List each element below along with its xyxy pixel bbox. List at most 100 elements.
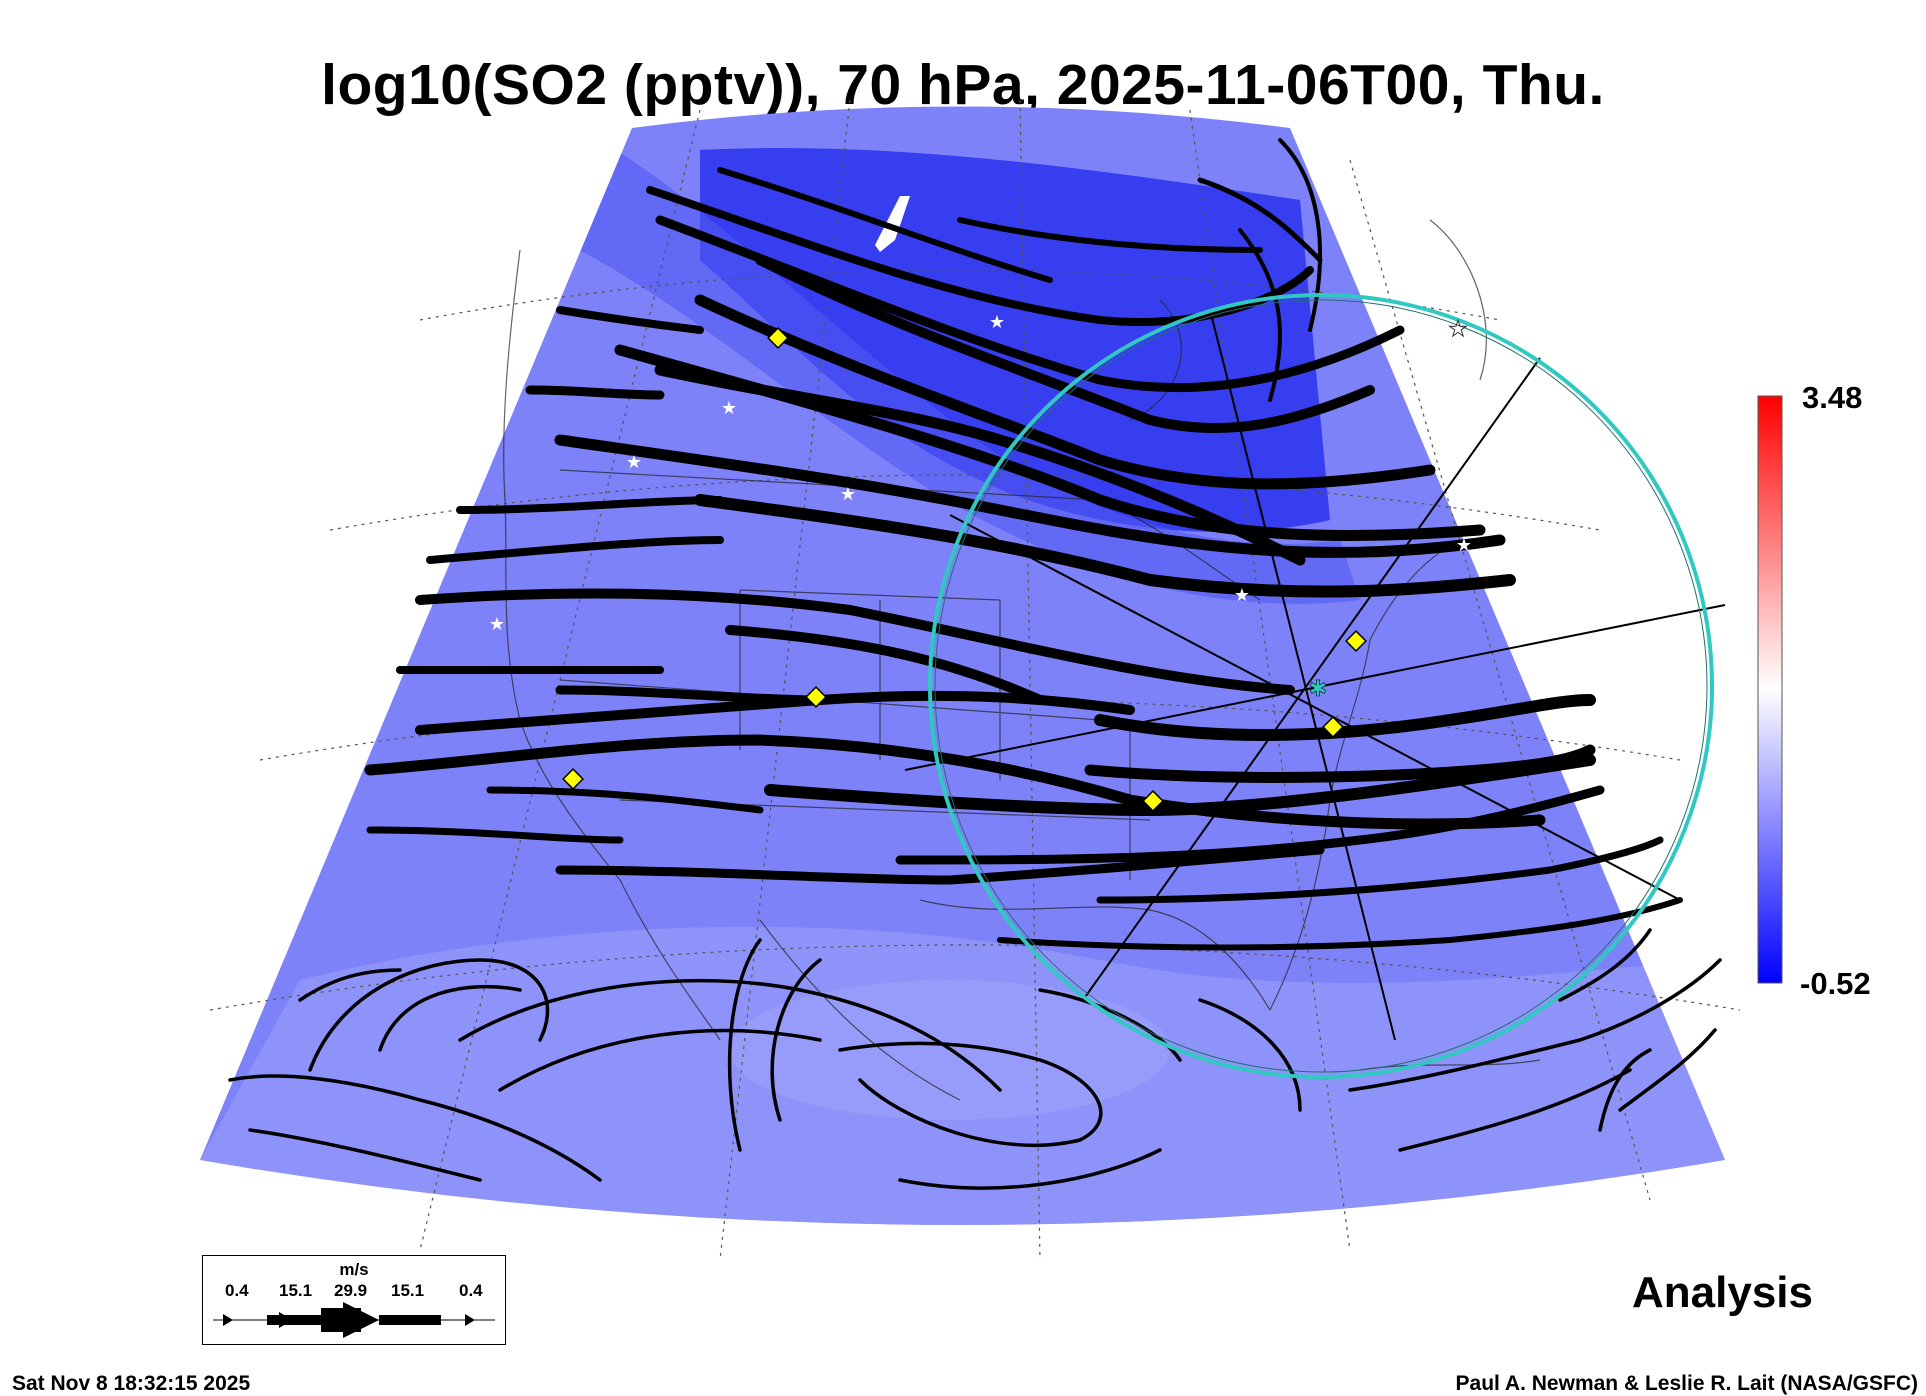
streamlines-northern bbox=[614, 138, 1486, 542]
streamline bbox=[997, 897, 1683, 951]
streamline bbox=[486, 786, 764, 814]
streamline bbox=[555, 845, 1325, 885]
diamond-marker bbox=[805, 686, 827, 708]
star-marker: ★ bbox=[626, 452, 642, 472]
greenland-coast bbox=[1429, 219, 1487, 381]
wind-legend-arrow bbox=[223, 1314, 233, 1326]
mexico-coast bbox=[759, 919, 961, 1101]
streamline bbox=[456, 496, 724, 514]
star-marker: ★ bbox=[840, 484, 856, 504]
streamline bbox=[1197, 177, 1323, 263]
hollow-star-marker: ★ bbox=[1448, 316, 1468, 341]
wind-legend-unit: m/s bbox=[339, 1260, 369, 1279]
star-markers: ★ ★ ★ ★ ★ ★ ★ bbox=[489, 312, 1472, 634]
streamline bbox=[694, 494, 1516, 598]
streamline bbox=[694, 294, 1436, 490]
streamline bbox=[426, 536, 724, 564]
streamline bbox=[1618, 1028, 1717, 1112]
colorbar-min-label: -0.52 bbox=[1800, 966, 1871, 1001]
flight-track-line bbox=[1082, 357, 1541, 1001]
streamline bbox=[727, 938, 762, 1152]
wind-legend-bar bbox=[379, 1315, 441, 1325]
map-title: log10(SO2 (pptv)), 70 hPa, 2025-11-06T00… bbox=[321, 53, 1605, 117]
flight-track-line bbox=[904, 604, 1726, 771]
diamond-marker bbox=[1322, 716, 1344, 738]
high-latitude-dark-band bbox=[700, 148, 1330, 532]
streamline bbox=[1598, 1048, 1652, 1132]
streamline bbox=[1238, 228, 1282, 402]
gulf-coast bbox=[919, 899, 1271, 1011]
streamline bbox=[654, 364, 1306, 566]
streamline bbox=[298, 968, 402, 1002]
streamline bbox=[1558, 928, 1652, 1002]
streamline bbox=[755, 255, 1375, 433]
flight-range-circle-inner bbox=[934, 299, 1708, 1073]
colorbar bbox=[1757, 395, 1783, 984]
streamline bbox=[717, 167, 1053, 283]
diamond-marker bbox=[1142, 790, 1164, 812]
latitude-line bbox=[209, 944, 1741, 1011]
wind-legend-arrow bbox=[343, 1302, 379, 1338]
wind-legend-arrows bbox=[213, 1302, 495, 1338]
longitude-line bbox=[1019, 99, 1041, 1261]
streamline bbox=[764, 754, 1596, 817]
wind-legend-arrow bbox=[465, 1314, 475, 1326]
streamline bbox=[525, 385, 665, 400]
streamline bbox=[770, 958, 822, 1122]
mexico-baja bbox=[619, 879, 721, 1041]
streamline bbox=[554, 434, 1506, 558]
star-marker: ★ bbox=[489, 614, 505, 634]
diamond-marker bbox=[1345, 630, 1367, 652]
state-line bbox=[739, 589, 1001, 601]
wind-legend-value: 0.4 bbox=[459, 1281, 483, 1300]
streamline bbox=[1096, 836, 1664, 904]
west-coast bbox=[503, 249, 621, 881]
hudson-bay bbox=[1129, 299, 1182, 421]
latitude-line bbox=[419, 269, 1501, 321]
analysis-label: Analysis bbox=[1632, 1268, 1813, 1317]
streamline bbox=[725, 625, 1045, 705]
streamline bbox=[1348, 958, 1722, 1092]
streamline bbox=[458, 978, 1002, 1092]
streamline bbox=[1038, 988, 1182, 1062]
latitude-line bbox=[259, 699, 1681, 761]
star-marker: ★ bbox=[989, 312, 1005, 332]
missing-data-patch bbox=[875, 196, 910, 252]
streamline bbox=[1198, 998, 1302, 1112]
wind-legend: m/s 0.4 15.1 29.9 15.1 0.4 bbox=[202, 1255, 506, 1345]
streamline bbox=[378, 984, 522, 1052]
star-marker: ★ bbox=[721, 398, 737, 418]
flight-tracks bbox=[904, 309, 1726, 1041]
wind-legend-value: 15.1 bbox=[391, 1281, 425, 1300]
flight-track-line bbox=[949, 514, 1681, 901]
credit: Paul A. Newman & Leslie R. Lait (NASA/GS… bbox=[1455, 1372, 1918, 1395]
streamline bbox=[1398, 1068, 1632, 1152]
streamline bbox=[898, 1148, 1162, 1190]
diamond-markers bbox=[562, 327, 1367, 812]
streamline bbox=[366, 826, 624, 844]
streamline bbox=[895, 785, 1605, 865]
streamline bbox=[364, 734, 1546, 830]
streamline bbox=[415, 588, 1295, 695]
streamline bbox=[838, 1041, 1103, 1148]
timestamp: Sat Nov 8 18:32:15 2025 bbox=[12, 1372, 251, 1395]
flight-track-line bbox=[1209, 309, 1396, 1041]
streamline bbox=[957, 217, 1263, 253]
star-marker: ★ bbox=[1234, 585, 1250, 605]
colorbar-max-label: 3.48 bbox=[1802, 380, 1863, 415]
wind-legend-arrow bbox=[279, 1312, 293, 1328]
streamline bbox=[228, 1074, 602, 1182]
streamlines-subtropical bbox=[228, 928, 1722, 1190]
flight-center-marker: ✱ bbox=[1309, 676, 1327, 701]
streamline bbox=[1278, 138, 1322, 332]
wind-legend-value: 0.4 bbox=[225, 1281, 249, 1300]
streamline bbox=[498, 1028, 822, 1092]
wind-legend-bar bbox=[267, 1315, 321, 1325]
diamond-marker bbox=[767, 327, 789, 349]
streamline bbox=[248, 1128, 482, 1182]
diamond-marker bbox=[562, 768, 584, 790]
high-latitude-medium-band bbox=[560, 140, 1360, 604]
flight-range-circle bbox=[928, 293, 1714, 1079]
streamline bbox=[556, 306, 704, 334]
